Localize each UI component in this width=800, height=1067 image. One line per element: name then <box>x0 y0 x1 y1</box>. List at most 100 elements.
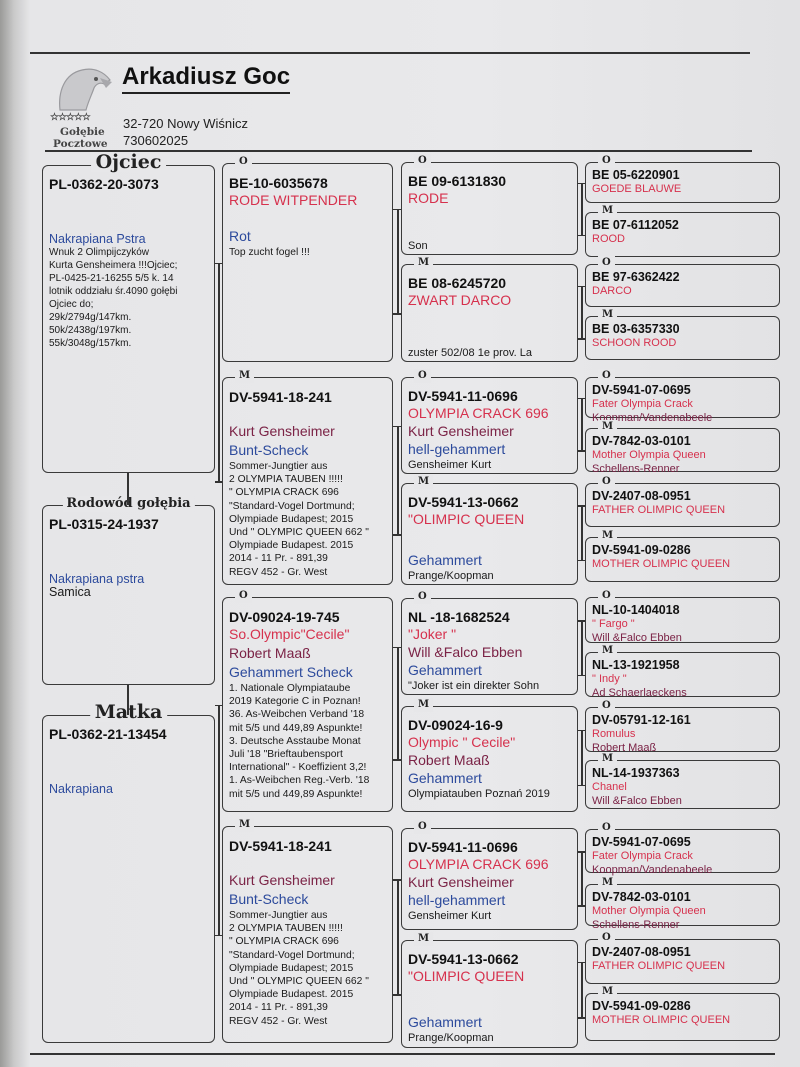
pedigree-box: Matka PL-0362-21-13454 Nakrapiana <box>42 702 215 1043</box>
note-line: mit 5/5 und 449,89 Aspunkte! <box>229 788 363 800</box>
note-line: 2019 Kategorie C in Poznan! <box>229 696 361 708</box>
spacer <box>408 223 571 239</box>
breeder-name: Kurt Gensheimer <box>408 423 514 439</box>
connector-bracket <box>581 182 583 235</box>
ring-number: BE 05-6220901 <box>592 168 680 182</box>
note-line: Gensheimer Kurt <box>408 459 492 471</box>
plumage-color: Gehammert Scheck <box>229 664 353 680</box>
pedigree-box: O DV-2407-08-0951 FATHER OLIMPIC QUEEN <box>585 475 780 527</box>
spacer <box>408 985 571 1013</box>
breeder-name: Will &Falco Ebben <box>592 795 682 807</box>
ring-number: NL-14-1937363 <box>592 766 680 780</box>
connector-line <box>127 473 129 505</box>
pedigree-box: M NL-14-1937363 Chanel Will &Falco Ebben <box>585 752 780 809</box>
note-line: Wnuk 2 Olimpijczyków <box>49 247 150 258</box>
ring-number: DV-09024-19-745 <box>229 609 340 625</box>
note-line: Ojciec do; <box>49 299 94 310</box>
pedigree-box: Ojciec PL-0362-20-3073 Nakrapiana Pstra Wnu… <box>42 152 215 473</box>
plumage-color: Gehammert <box>408 770 482 786</box>
logo-line1: Gołębie <box>60 126 105 138</box>
box-label: O <box>598 369 615 383</box>
connector-line <box>393 759 401 761</box>
connector-line <box>215 934 222 936</box>
connector-line <box>578 1017 585 1019</box>
top-rule <box>30 52 750 54</box>
pigeon-name: RODE <box>408 190 449 206</box>
note-line: International" - Koeffizient 3,2! <box>229 762 367 774</box>
ring-number: DV-7842-03-0101 <box>592 434 691 448</box>
plumage-color: Bunt-Scheck <box>229 891 309 907</box>
ring-number: PL-0362-21-13454 <box>49 726 167 742</box>
plumage-color: Nakrapiana pstra <box>49 572 145 586</box>
note-line: Gensheimer Kurt <box>408 910 492 922</box>
pigeon-name: " Fargo " <box>592 618 635 630</box>
owner-name: Arkadiusz Goc <box>122 62 291 94</box>
pigeon-name: Mother Olympia Queen <box>592 905 706 917</box>
connector-bracket <box>581 729 583 785</box>
header-rule <box>45 150 752 152</box>
pedigree-box: O DV-2407-08-0951 FATHER OLIMPIC QUEEN <box>585 931 780 984</box>
spacer <box>49 532 208 572</box>
note-line: 3. Deutsche Asstaube Monat <box>229 735 361 747</box>
box-label: O <box>235 589 252 603</box>
box-label: O <box>598 699 615 713</box>
box-label: M <box>598 985 618 999</box>
breeder-name: Schellens-Renner <box>592 919 680 931</box>
note-line: zuster 502/08 1e prov. La <box>408 347 532 359</box>
breeder-name: Koopman/Vandenabeele <box>592 412 713 424</box>
note-line: Und " OLYMPIC QUEEN 662 " <box>229 527 369 539</box>
ring-number: BE 08-6245720 <box>408 275 507 291</box>
pigeon-name: MOTHER OLIMPIC QUEEN <box>592 558 731 570</box>
ring-number: PL-0315-24-1937 <box>49 516 159 532</box>
pigeon-name: OLYMPIA CRACK 696 <box>408 405 549 421</box>
spacer <box>49 742 208 782</box>
ring-number: DV-5941-07-0695 <box>592 835 691 849</box>
note-line: Olympiatauben Poznań 2019 <box>408 788 550 800</box>
pigeon-name: "Joker " <box>408 626 457 642</box>
connector-bracket <box>581 397 583 450</box>
box-label: Matka <box>89 702 168 722</box>
pigeon-name: FATHER OLIMPIC QUEEN <box>592 960 726 972</box>
pigeon-name: GOEDE BLAUWE <box>592 183 682 195</box>
note-line: 2014 - 11 Pr. - 891,39 <box>229 553 328 565</box>
plumage-color: hell-gehammert <box>408 441 506 457</box>
ring-number: DV-5941-18-241 <box>229 389 332 405</box>
note-line: 2 OLYMPIA TAUBEN !!!!! <box>229 474 343 486</box>
pedigree-box: O DV-05791-12-161 Romulus Robert Maaß <box>585 699 780 754</box>
note-line: 29k/2794g/147km. <box>49 312 132 323</box>
note-line: "Standard-Vogel Dortmund; <box>229 500 355 512</box>
box-label: Ojciec <box>90 152 167 172</box>
box-label: O <box>414 154 431 168</box>
ring-number: DV-2407-08-0951 <box>592 489 691 503</box>
connector-line <box>578 338 585 340</box>
breeder-name: Will &Falco Ebben <box>592 632 682 644</box>
box-label: O <box>414 820 431 834</box>
pedigree-box: O DV-5941-11-0696 OLYMPIA CRACK 696 Kurt Ge… <box>401 369 578 474</box>
note-line: Juli '18 "Brieftaubensport <box>229 749 343 761</box>
ring-number: DV-5941-11-0696 <box>408 839 518 855</box>
box-label: O <box>598 589 615 603</box>
connector-line <box>393 534 401 536</box>
ring-number: DV-5941-09-0286 <box>592 543 691 557</box>
ring-number: DV-5941-09-0286 <box>592 999 691 1013</box>
ring-number: DV-09024-16-9 <box>408 717 503 733</box>
ring-number: PL-0362-20-3073 <box>49 176 159 192</box>
ring-number: NL-13-1921958 <box>592 658 680 672</box>
note-line: mit 5/5 und 449,89 Aspunkte! <box>229 722 363 734</box>
box-label: M <box>598 529 618 543</box>
pigeon-name: FATHER OLIMPIC QUEEN <box>592 504 726 516</box>
pigeon-name: Olympic " Cecile" <box>408 734 516 750</box>
pedigree-box: M BE 03-6357330 SCHOON ROOD <box>585 308 780 360</box>
pigeon-name: Chanel <box>592 781 627 793</box>
breeder-name: Kurt Gensheimer <box>229 423 335 439</box>
ring-number: DV-5941-18-241 <box>229 838 332 854</box>
connector-bracket <box>218 704 220 935</box>
owner-phone: 730602025 <box>123 133 189 148</box>
spacer <box>229 210 386 227</box>
plumage-color: Nakrapiana <box>49 782 113 796</box>
breeder-name: Koopman/Vandenabeele <box>592 864 713 876</box>
pedigree-box: M BE 07-6112052 ROOD <box>585 204 780 257</box>
ring-number: BE-10-6035678 <box>229 175 328 191</box>
box-label: O <box>598 256 615 270</box>
plumage-color: Gehammert <box>408 1014 482 1030</box>
